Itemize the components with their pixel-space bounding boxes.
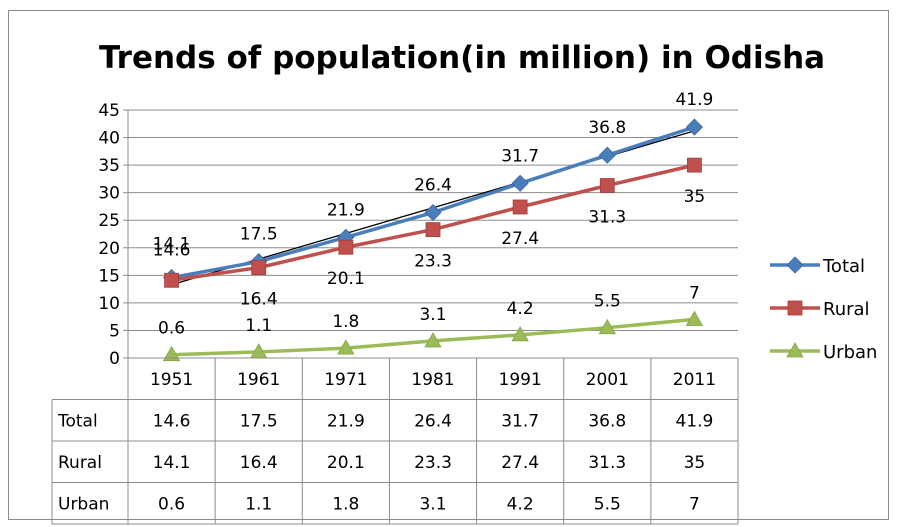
- table-cell: 41.9: [675, 411, 713, 431]
- x-tick-label: 1951: [150, 370, 193, 390]
- rural-point: [599, 178, 615, 193]
- legend-marker: [786, 342, 804, 358]
- rural-data-label: 35: [684, 187, 706, 207]
- urban-data-label: 3.1: [419, 305, 446, 325]
- urban-data-label: 1.1: [245, 316, 272, 336]
- total-data-label: 21.9: [327, 200, 365, 220]
- chart-frame: [8, 10, 889, 520]
- legend-marker: [786, 256, 804, 274]
- urban-data-label: 7: [689, 283, 700, 303]
- chart-title: Trends of population(in million) in Odis…: [99, 40, 825, 76]
- rural-point: [338, 239, 354, 255]
- table-cell: 3.1: [419, 494, 446, 514]
- legend-label: Total: [822, 256, 865, 277]
- x-tick-label: 1981: [411, 370, 454, 390]
- legend-item-rural: Rural: [770, 299, 870, 320]
- urban-point: [424, 332, 442, 348]
- rural-data-label: 27.4: [501, 229, 539, 249]
- rural-point: [251, 260, 267, 276]
- rural-point: [687, 157, 702, 173]
- y-tick-label: 0: [109, 349, 120, 369]
- x-tick-label: 1971: [324, 370, 367, 390]
- table-cell: 27.4: [501, 453, 539, 473]
- total-data-label: 17.5: [240, 225, 278, 245]
- y-tick-labels: 0 5 10 15 20 25 30 35 40 45: [98, 101, 120, 369]
- total-data-label: 14.6: [153, 241, 191, 261]
- total-data-label: 31.7: [501, 146, 539, 166]
- table-cell: 23.3: [414, 453, 452, 473]
- table-cell: 14.6: [153, 411, 191, 431]
- table-row-header: Rural: [58, 453, 102, 473]
- table-cell: 20.1: [327, 453, 365, 473]
- y-tick-label: 40: [98, 129, 120, 149]
- table-cell: 1.1: [245, 494, 272, 514]
- table-cell: 26.4: [414, 411, 452, 431]
- rural-point: [425, 222, 441, 237]
- total-point: [424, 203, 442, 222]
- legend-label: Urban: [823, 342, 877, 363]
- table-cell: 35: [684, 453, 706, 473]
- legend: Total Rural Urban: [770, 256, 877, 363]
- y-tick-label: 5: [109, 321, 120, 341]
- y-tick-label: 20: [98, 239, 120, 259]
- table-cell: 14.1: [153, 453, 191, 473]
- legend-item-total: Total: [770, 256, 865, 277]
- urban-data-label: 0.6: [158, 319, 185, 339]
- y-tick-label: 15: [98, 266, 120, 286]
- legend-label: Rural: [823, 299, 870, 320]
- table-cell: 0.6: [158, 494, 185, 514]
- urban-data-label: 1.8: [332, 312, 359, 332]
- table-cell: 36.8: [588, 411, 626, 431]
- gridlines: [128, 109, 738, 331]
- rural-data-label: 14.1: [153, 234, 191, 254]
- urban-point: [685, 310, 704, 326]
- legend-item-urban: Urban: [770, 342, 877, 363]
- table-cell: 17.5: [240, 411, 278, 431]
- rural-data-label: 16.4: [240, 290, 278, 310]
- x-tick-label: 1961: [237, 370, 280, 390]
- series-markers: [162, 118, 704, 362]
- table-row-header: Urban: [58, 494, 109, 514]
- rural-data-label: 23.3: [414, 252, 452, 272]
- legend-marker: [787, 300, 803, 316]
- x-tick-label: 2001: [586, 370, 629, 390]
- urban-point: [337, 339, 355, 355]
- table-row-header: Total: [57, 411, 98, 431]
- table-cell: 7: [689, 494, 700, 514]
- axes: [123, 109, 129, 359]
- total-data-label: 26.4: [414, 176, 452, 196]
- y-tick-label: 30: [98, 184, 120, 204]
- table-cell: 1.8: [332, 494, 359, 514]
- urban-point: [511, 326, 529, 342]
- table-cell: 31.7: [501, 411, 539, 431]
- rural-data-label: 20.1: [327, 269, 365, 289]
- data-labels: 14.6 17.5 21.9 26.4 31.7 36.8 41.9 14.1 16.4 20.1…: [153, 90, 714, 339]
- urban-data-label: 4.2: [507, 299, 534, 319]
- x-tick-label: 1991: [499, 370, 542, 390]
- table-cell: 16.4: [240, 453, 278, 473]
- data-table: 1951 1961 1971 1981 1991 2001 2011 Total 14.6 17.…: [51, 357, 739, 525]
- total-data-label: 36.8: [588, 118, 626, 138]
- rural-data-label: 31.3: [588, 208, 626, 228]
- y-tick-label: 25: [98, 211, 120, 231]
- urban-point: [598, 318, 616, 335]
- table-cell: 21.9: [327, 411, 365, 431]
- total-data-label: 41.9: [675, 90, 713, 110]
- y-tick-label: 35: [98, 156, 120, 176]
- total-point: [511, 174, 529, 192]
- table-cell: 31.3: [588, 453, 626, 473]
- table-cell: 5.5: [594, 494, 621, 514]
- rural-point: [512, 199, 528, 215]
- urban-point: [162, 345, 181, 362]
- table-cell: 4.2: [507, 494, 534, 514]
- y-tick-label: 10: [98, 294, 120, 314]
- total-point: [598, 146, 616, 164]
- total-point: [685, 118, 703, 136]
- urban-data-label: 5.5: [594, 292, 621, 312]
- x-tick-label: 2011: [673, 370, 716, 390]
- y-tick-label: 45: [98, 101, 120, 121]
- rural-point: [164, 272, 179, 288]
